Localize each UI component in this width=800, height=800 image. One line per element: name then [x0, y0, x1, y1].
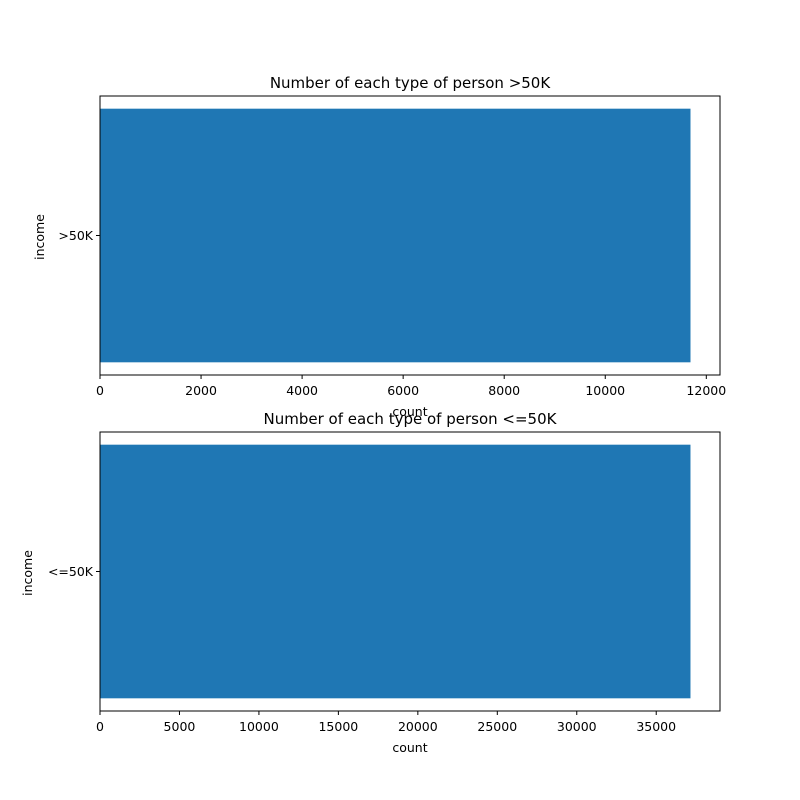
x-tick-label: 10000	[585, 383, 625, 398]
x-tick-label: 5000	[164, 719, 196, 734]
x-tick-label: 10000	[239, 719, 279, 734]
y-tick-label: >50K	[58, 228, 93, 243]
chart-income-above-50k: Number of each type of person >50K 0 2000…	[32, 74, 726, 419]
bars	[100, 444, 691, 699]
x-tick-label: 6000	[387, 383, 419, 398]
x-tick-label: 8000	[488, 383, 520, 398]
x-tick-label: 15000	[318, 719, 358, 734]
x-tick-label: 0	[96, 383, 104, 398]
chart-title: Number of each type of person >50K	[270, 74, 552, 92]
chart-title: Number of each type of person <=50K	[264, 410, 558, 428]
x-axis-label: count	[392, 404, 427, 419]
bar	[100, 444, 691, 699]
x-tick-label: 20000	[398, 719, 438, 734]
x-tick-label: 35000	[636, 719, 676, 734]
y-ticks: >50K	[58, 228, 100, 243]
bar	[100, 108, 691, 363]
y-axis-label: income	[32, 214, 47, 260]
x-tick-label: 4000	[286, 383, 318, 398]
x-tick-label: 12000	[686, 383, 726, 398]
x-tick-label: 25000	[477, 719, 517, 734]
y-tick-label: <=50K	[48, 564, 94, 579]
x-tick-label: 0	[96, 719, 104, 734]
x-ticks: 0 5000 10000 15000 20000 25000 30000 35000	[96, 711, 676, 734]
x-tick-label: 2000	[185, 383, 217, 398]
x-tick-label: 30000	[557, 719, 597, 734]
bars	[100, 108, 691, 363]
y-axis-label: income	[20, 550, 35, 596]
y-ticks: <=50K	[48, 564, 100, 579]
x-ticks: 0 2000 4000 6000 8000 10000 12000	[96, 375, 726, 398]
chart-income-at-most-50k: Number of each type of person <=50K 0 500…	[20, 410, 721, 755]
x-axis-label: count	[392, 740, 427, 755]
